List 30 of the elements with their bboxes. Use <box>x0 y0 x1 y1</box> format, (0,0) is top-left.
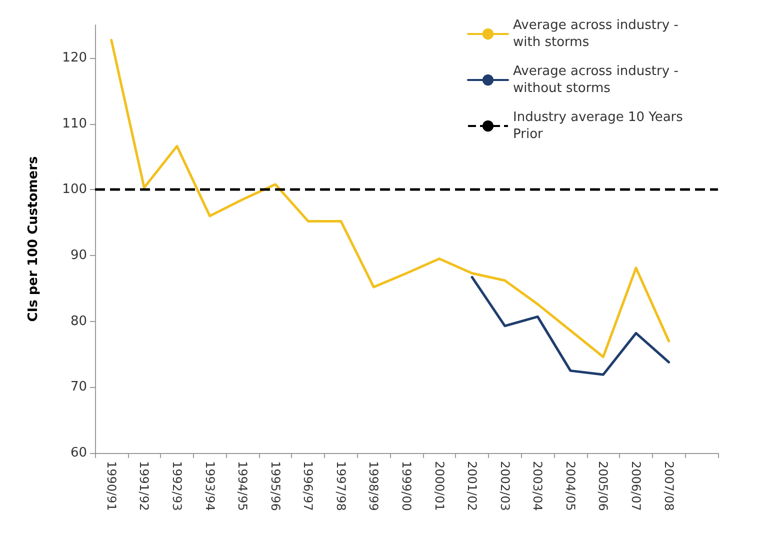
y-tick-label: 100 <box>62 182 87 198</box>
y-tick-label: 80 <box>70 314 87 329</box>
x-tick-label: 2003/04 <box>530 461 545 511</box>
x-tick-label: 1994/95 <box>236 461 250 511</box>
x-tick-label: 2005/06 <box>596 461 610 511</box>
y-tick-label: 60 <box>70 446 87 460</box>
x-tick-label: 1990/91 <box>104 461 118 511</box>
x-tick-label: 2002/03 <box>498 461 512 511</box>
x-tick-label: 2004/05 <box>563 461 578 511</box>
x-tick-label: 1998/99 <box>366 461 381 511</box>
x-tick-label: 1996/97 <box>301 461 316 511</box>
x-tick-label: 2000/01 <box>432 461 446 511</box>
x-tick-label: 1995/96 <box>268 461 282 511</box>
x-tick-label: 2007/08 <box>662 461 676 511</box>
x-tick-label: 1999/00 <box>400 461 414 511</box>
x-tick-label: 1992/93 <box>170 461 184 511</box>
legend-label: Average across industry - with storms <box>513 18 683 50</box>
y-axis-title: CIs per 100 Customers <box>26 156 41 322</box>
line-series <box>470 276 670 376</box>
x-tick-label: 1997/98 <box>334 461 348 511</box>
x-tick-label: 2006/07 <box>629 461 644 511</box>
y-tick-label: 70 <box>70 380 87 395</box>
y-tick-label: 110 <box>62 116 87 132</box>
x-tick-label: 1993/94 <box>202 461 217 511</box>
y-tick-label: 120 <box>62 50 87 66</box>
legend-label: Average across industry - without storms <box>513 64 683 96</box>
x-tick-label: 1991/92 <box>137 461 152 511</box>
x-tick-label: 2001/02 <box>465 461 480 511</box>
legend-label: Industry average 10 Years Prior <box>513 110 688 142</box>
y-tick-label: 90 <box>70 248 87 263</box>
